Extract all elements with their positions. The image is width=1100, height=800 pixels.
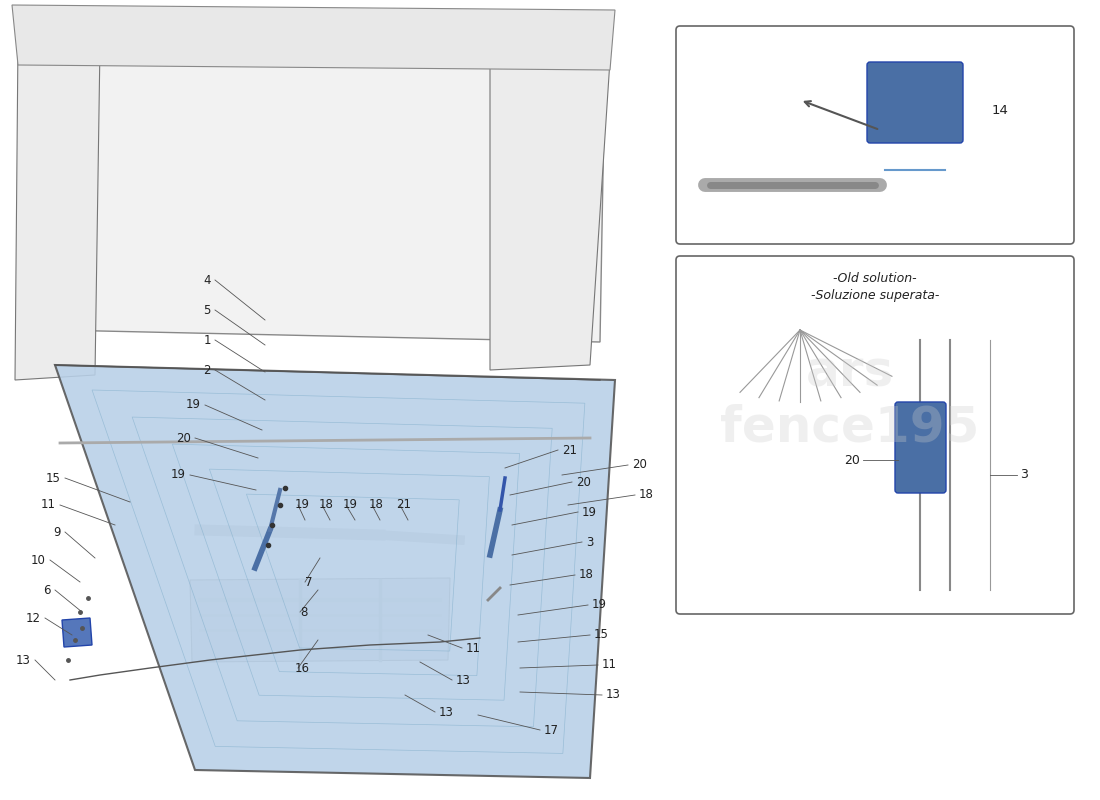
Text: 19: 19 xyxy=(170,469,186,482)
Text: 6: 6 xyxy=(44,583,51,597)
Text: 19: 19 xyxy=(582,506,597,518)
Text: 18: 18 xyxy=(639,489,653,502)
Text: 11: 11 xyxy=(602,658,617,671)
Text: 13: 13 xyxy=(606,689,620,702)
Text: 7: 7 xyxy=(306,575,312,589)
Text: 11: 11 xyxy=(41,498,56,511)
FancyBboxPatch shape xyxy=(676,26,1074,244)
Text: -Old solution-: -Old solution- xyxy=(833,271,916,285)
Polygon shape xyxy=(12,5,615,70)
Text: 20: 20 xyxy=(176,431,191,445)
Text: 18: 18 xyxy=(319,498,333,511)
Text: 20: 20 xyxy=(844,454,860,466)
Text: 13: 13 xyxy=(16,654,31,666)
Text: 17: 17 xyxy=(544,723,559,737)
FancyBboxPatch shape xyxy=(676,256,1074,614)
Text: 20: 20 xyxy=(576,475,591,489)
Text: 19: 19 xyxy=(592,598,607,611)
Polygon shape xyxy=(55,365,615,778)
Text: 15: 15 xyxy=(594,629,609,642)
Text: 5: 5 xyxy=(204,303,211,317)
FancyBboxPatch shape xyxy=(867,62,962,143)
Text: 13: 13 xyxy=(456,674,471,686)
Polygon shape xyxy=(190,578,450,662)
Text: ars
fence195: ars fence195 xyxy=(720,348,980,452)
Text: 12: 12 xyxy=(26,611,41,625)
Text: 4: 4 xyxy=(204,274,211,286)
Text: 19: 19 xyxy=(295,498,309,511)
Text: 18: 18 xyxy=(579,569,594,582)
Text: 19: 19 xyxy=(186,398,201,411)
Text: 10: 10 xyxy=(31,554,46,566)
Text: 3: 3 xyxy=(586,535,593,549)
Text: 1: 1 xyxy=(204,334,211,346)
Polygon shape xyxy=(62,618,92,647)
Text: 18: 18 xyxy=(368,498,384,511)
FancyBboxPatch shape xyxy=(895,402,946,493)
Text: 20: 20 xyxy=(632,458,647,471)
Text: -Soluzione superata-: -Soluzione superata- xyxy=(811,289,939,302)
Text: 19: 19 xyxy=(342,498,358,511)
Polygon shape xyxy=(15,40,100,380)
Text: 11: 11 xyxy=(466,642,481,654)
Polygon shape xyxy=(20,45,605,342)
Text: 3: 3 xyxy=(1020,469,1027,482)
Text: 8: 8 xyxy=(300,606,308,618)
Text: 13: 13 xyxy=(439,706,454,718)
Text: 21: 21 xyxy=(562,443,578,457)
Text: 15: 15 xyxy=(46,471,60,485)
Text: 16: 16 xyxy=(295,662,309,674)
Text: 14: 14 xyxy=(991,103,1009,117)
Text: 21: 21 xyxy=(396,498,411,511)
Text: 9: 9 xyxy=(54,526,60,538)
Polygon shape xyxy=(490,55,610,370)
Text: 2: 2 xyxy=(204,363,211,377)
